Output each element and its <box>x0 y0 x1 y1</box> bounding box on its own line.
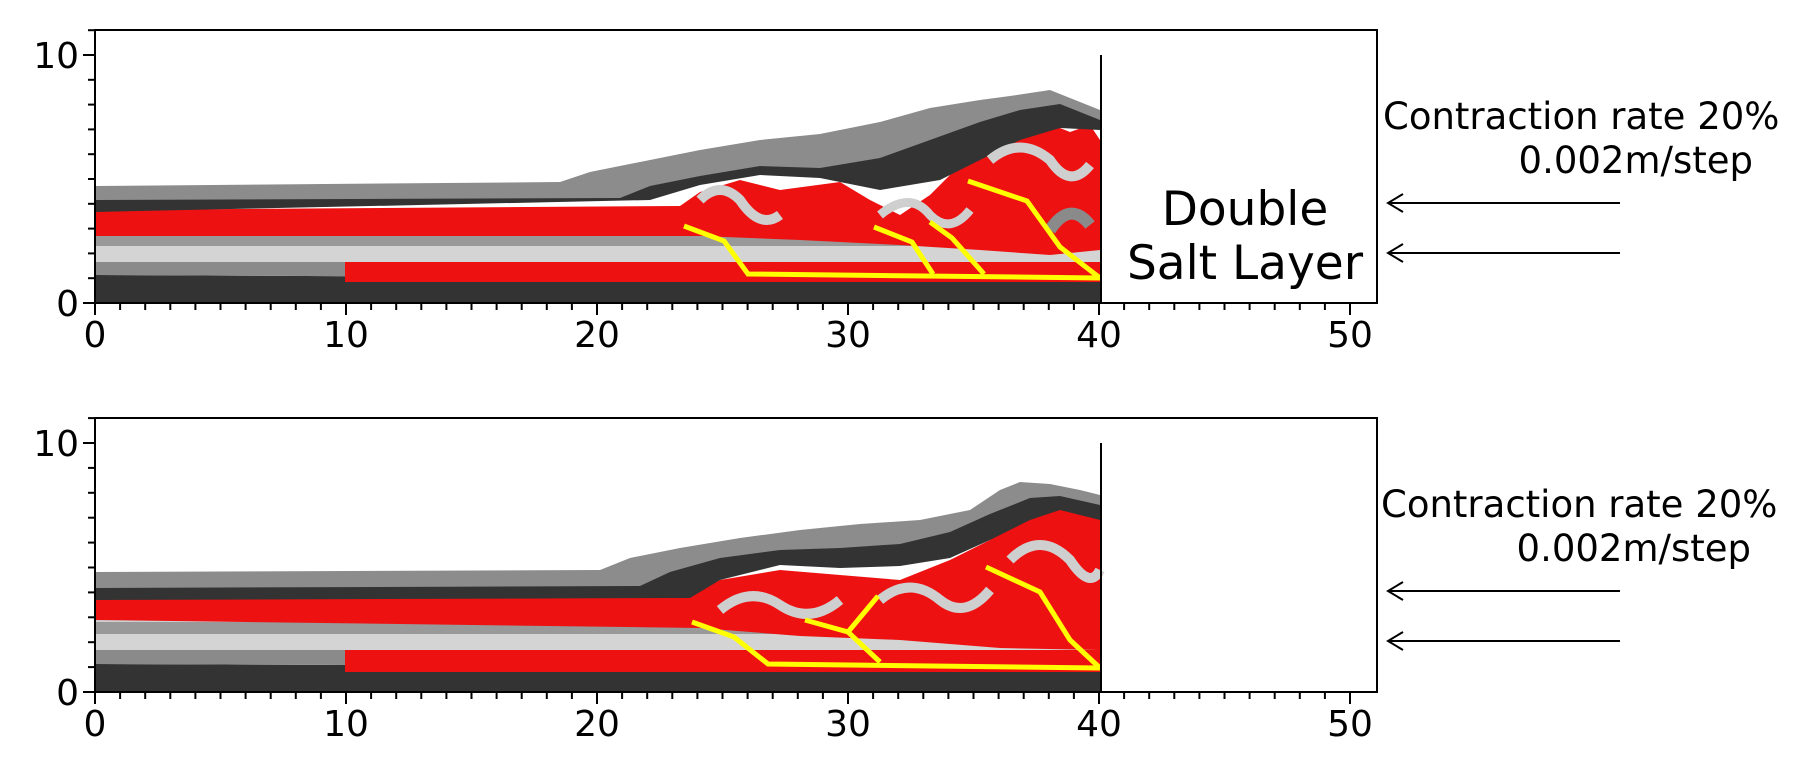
bottom-fault-line-1 <box>691 619 1101 671</box>
bottom-model-section <box>95 482 1105 692</box>
top-inset-label-line2: Salt Layer <box>1126 236 1364 291</box>
bottom-fold-detail-1 <box>716 591 844 619</box>
top-x-ticks: 0 10 20 30 40 50 <box>84 303 1373 356</box>
top-x-tick-label: 50 <box>1327 315 1373 356</box>
top-x-tick-label: 40 <box>1076 315 1122 356</box>
bottom-y-ticks: 0 10 <box>33 417 95 714</box>
top-x-tick-label: 0 <box>84 315 107 356</box>
bottom-x-tick-label: 40 <box>1076 704 1122 745</box>
top-fold-detail-2 <box>877 198 974 229</box>
top-fold-detail-3 <box>986 142 1094 182</box>
bottom-fault-line-3 <box>846 594 880 634</box>
top-inset-label-line1: Double <box>1161 182 1329 237</box>
top-panel: 0 10 20 30 40 50 0 10 <box>33 29 1620 356</box>
bottom-x-tick-label: 20 <box>574 704 620 745</box>
top-arrow-2-head <box>1386 243 1404 263</box>
bottom-y-tick-label: 10 <box>33 424 79 465</box>
bottom-arrow-2-head <box>1386 631 1404 651</box>
top-plot-frame <box>94 29 1378 304</box>
top-fault-line-4 <box>967 178 1102 280</box>
top-y-ticks: 0 10 <box>33 29 95 325</box>
bottom-annotation: Contraction rate 20% 0.002m/step <box>1381 483 1801 571</box>
bottom-fault-line-4 <box>984 564 1102 670</box>
top-annotation-line2: 0.002m/step <box>1518 139 1753 182</box>
top-layer-upper-salt <box>95 120 1100 255</box>
top-annotation-line1: Contraction rate 20% <box>1383 95 1780 138</box>
bottom-layer-upper-dark <box>95 490 1100 600</box>
top-x-tick-label: 30 <box>825 315 871 356</box>
top-model-section <box>95 90 1102 303</box>
bottom-x-tick-label: 0 <box>84 704 107 745</box>
top-x-tick-label: 20 <box>574 315 620 356</box>
bottom-y-tick-label: 0 <box>56 673 79 714</box>
bottom-annotation-line1: Contraction rate 20% <box>1381 483 1778 526</box>
top-annotation: Contraction rate 20% 0.002m/step <box>1383 95 1803 183</box>
top-fold-detail-4 <box>1045 207 1095 234</box>
bottom-x-tick-label: 30 <box>825 704 871 745</box>
top-arrows <box>1386 193 1620 263</box>
bottom-x-ticks: 0 10 20 30 40 50 <box>84 692 1373 745</box>
top-layer-upper-dark <box>95 95 1100 212</box>
top-fold-detail-1 <box>696 185 783 225</box>
bottom-plot-frame <box>94 417 1378 693</box>
bottom-arrow-1-head <box>1386 581 1404 601</box>
top-fault-line-1 <box>683 223 1101 281</box>
top-inset-label: Double Salt Layer <box>1120 183 1370 291</box>
top-y-tick-label: 0 <box>56 284 79 325</box>
top-x-tick-label: 10 <box>323 315 369 356</box>
bottom-x-tick-label: 10 <box>323 704 369 745</box>
bottom-panel: 0 10 20 30 40 50 0 10 <box>33 417 1620 745</box>
bottom-fold-detail-3 <box>1006 540 1105 583</box>
top-layer-surface-gray <box>95 90 1100 200</box>
top-fault-line-2 <box>873 224 936 276</box>
bottom-fold-detail-2 <box>876 582 994 613</box>
top-fault-line-3 <box>928 219 986 276</box>
bottom-annotation-line2: 0.002m/step <box>1516 527 1751 570</box>
bottom-layer-surface-gray <box>95 482 1100 588</box>
top-arrow-1-head <box>1386 193 1404 213</box>
top-y-tick-label: 10 <box>33 36 79 77</box>
bottom-arrows <box>1386 581 1620 651</box>
bottom-x-tick-label: 50 <box>1327 704 1373 745</box>
bottom-layer-upper-salt <box>95 505 1100 650</box>
